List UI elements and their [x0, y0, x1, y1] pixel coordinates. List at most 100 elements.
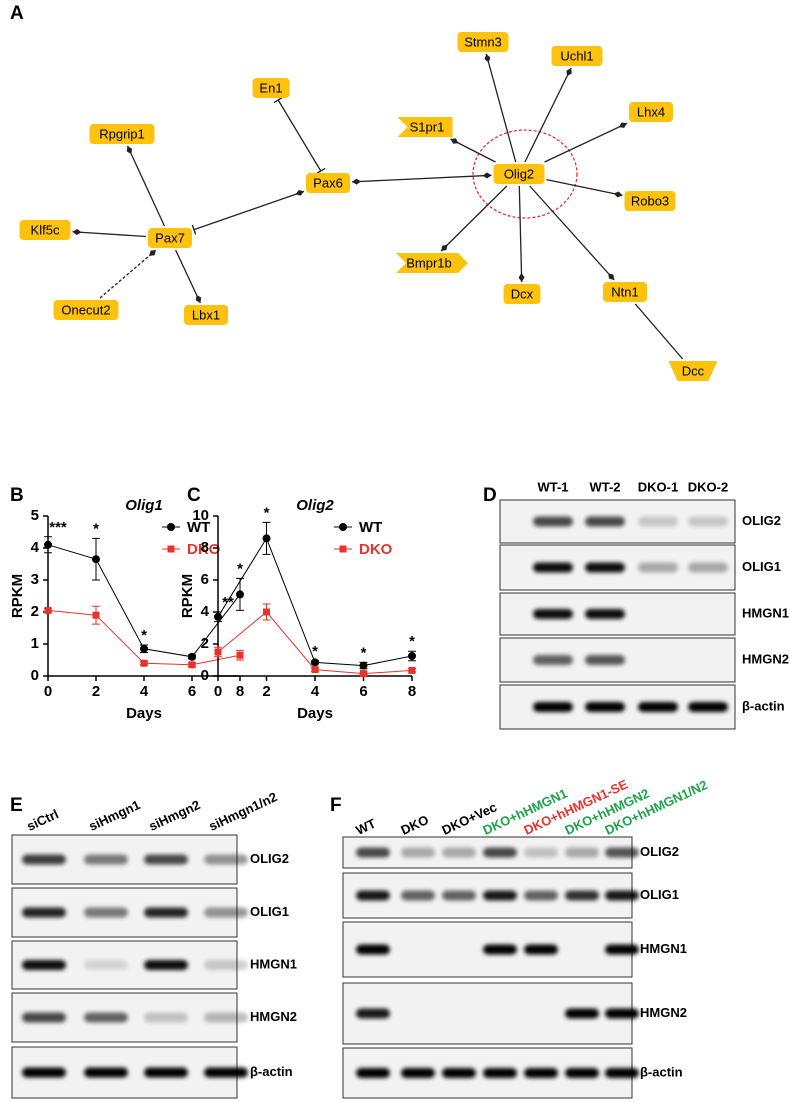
legend-marker: [167, 545, 175, 553]
band: [565, 890, 599, 901]
lane-label: siHmgn1/n2: [206, 789, 279, 834]
x-tick-label: 2: [92, 683, 100, 700]
node-label: Bmpr1b: [406, 255, 452, 270]
marker: [311, 666, 319, 674]
node: [668, 361, 718, 381]
node: [603, 282, 647, 302]
edge: [126, 145, 166, 227]
protein-label: HMGN1: [250, 956, 297, 971]
edge-arrow: [613, 191, 623, 198]
band: [565, 1008, 599, 1019]
lane-label: DKO-1: [638, 479, 678, 494]
band: [22, 1012, 66, 1023]
protein-label: HMGN2: [250, 1009, 297, 1024]
band: [356, 847, 390, 858]
node: [629, 102, 673, 122]
band: [84, 1067, 128, 1078]
band: [533, 609, 573, 619]
node-label: En1: [259, 80, 282, 95]
panel-label: B: [10, 485, 24, 506]
band: [483, 847, 517, 858]
x-tick-label: 8: [408, 683, 416, 700]
edge-arrow: [126, 146, 133, 155]
band: [84, 907, 128, 918]
significance: *: [312, 643, 318, 660]
node: [551, 46, 603, 66]
band: [204, 854, 248, 865]
x-tick-label: 2: [262, 683, 270, 700]
x-tick-label: 6: [188, 683, 196, 700]
node: [19, 220, 71, 240]
band: [585, 609, 625, 619]
edge: [524, 67, 572, 163]
band: [401, 847, 435, 858]
marker: [408, 652, 416, 660]
edge-arrow: [482, 172, 492, 179]
marker: [236, 590, 244, 599]
band: [204, 1012, 248, 1023]
y-tick-label: 10: [192, 507, 209, 524]
band: [688, 702, 728, 712]
node: [397, 117, 453, 137]
band: [401, 890, 435, 901]
band: [585, 516, 625, 527]
band: [204, 907, 248, 918]
marker: [188, 661, 196, 669]
node-label: Dcx: [511, 286, 534, 301]
lane-label: WT: [353, 816, 378, 838]
band: [533, 702, 573, 712]
edge-arrow: [72, 229, 82, 236]
band: [524, 944, 558, 955]
edge-arrow: [195, 294, 202, 303]
y-tick-label: 5: [31, 507, 39, 524]
significance: *: [264, 504, 270, 521]
band: [565, 1068, 599, 1078]
band: [585, 655, 625, 665]
x-axis-label: Days: [126, 705, 162, 722]
band: [605, 890, 639, 901]
band: [442, 847, 476, 858]
y-tick-label: 3: [31, 571, 39, 588]
band: [483, 944, 517, 955]
edge: [351, 174, 492, 183]
node-label: Olig2: [504, 166, 534, 181]
marker: [263, 608, 270, 616]
edge-arrow: [149, 250, 156, 256]
edge: [518, 185, 523, 283]
band: [688, 562, 728, 573]
legend-label: WT: [359, 519, 382, 536]
node: [624, 191, 676, 211]
marker: [408, 666, 416, 674]
node: [396, 253, 468, 273]
significance: *: [409, 633, 415, 650]
lane-label: WT-1: [537, 479, 568, 494]
marker: [360, 670, 367, 678]
legend-marker: [339, 523, 347, 531]
x-tick-label: 6: [359, 683, 367, 700]
marker: [188, 652, 196, 661]
band: [533, 562, 573, 573]
significance: *: [361, 644, 367, 661]
band: [605, 1068, 639, 1078]
y-tick-label: 4: [31, 539, 40, 556]
edge: [277, 99, 322, 172]
protein-label: OLIG2: [250, 851, 289, 866]
edge: [529, 185, 615, 281]
lane-label: siHmgn2: [146, 797, 202, 834]
node: [493, 164, 545, 184]
protein-label: HMGN1: [640, 941, 687, 956]
band: [204, 1067, 248, 1078]
marker: [214, 612, 222, 621]
edge-arrow: [608, 273, 615, 280]
band: [442, 890, 476, 901]
band: [638, 516, 678, 527]
band: [442, 1068, 476, 1078]
band: [533, 655, 573, 665]
band: [144, 854, 188, 865]
band: [533, 516, 573, 527]
y-tick-label: 1: [31, 635, 39, 652]
protein-label: β-actin: [640, 1064, 683, 1079]
protein-label: HMGN2: [742, 651, 789, 666]
marker: [236, 651, 244, 659]
